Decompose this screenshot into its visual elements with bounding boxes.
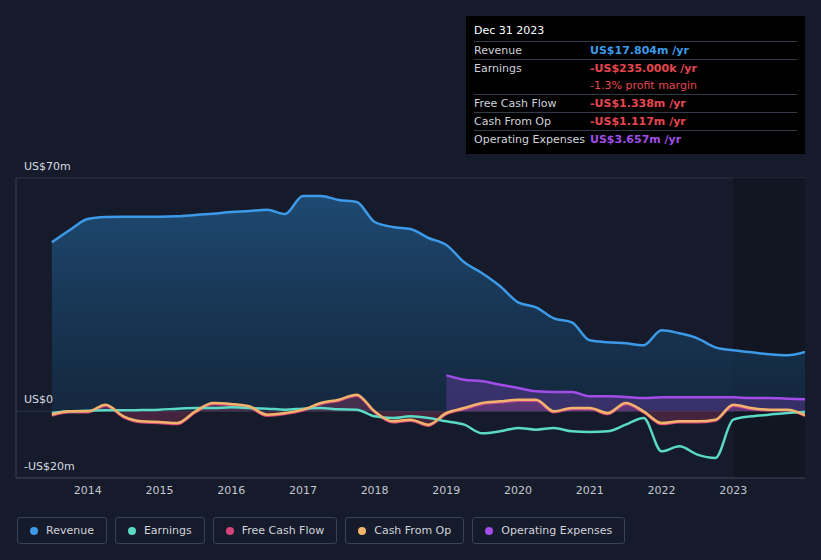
html-text:US$17.804m /yr: US$17.804m /yr bbox=[590, 44, 689, 57]
svg-text:2016: 2016 bbox=[217, 484, 245, 497]
html-text:US$3.657m /yr: US$3.657m /yr bbox=[590, 133, 682, 146]
svg-text:2023: 2023 bbox=[719, 484, 747, 497]
html-text:Operating Expenses: Operating Expenses bbox=[501, 524, 613, 537]
svg-text:2017: 2017 bbox=[289, 484, 317, 497]
html-text:Operating Expenses: Operating Expenses bbox=[474, 133, 585, 146]
html-text:Earnings: Earnings bbox=[143, 524, 192, 537]
svg-text:2015: 2015 bbox=[145, 484, 173, 497]
svg-text:US$0: US$0 bbox=[24, 393, 53, 406]
html-text:Dec 31 2023: Dec 31 2023 bbox=[474, 24, 545, 37]
html-text:Revenue: Revenue bbox=[474, 44, 522, 57]
svg-text:2014: 2014 bbox=[74, 484, 102, 497]
svg-text:2018: 2018 bbox=[361, 484, 389, 497]
html-text:-US$1.117m /yr: -US$1.117m /yr bbox=[590, 115, 686, 128]
svg-text:-US$20m: -US$20m bbox=[24, 460, 75, 473]
html-text:Earnings: Earnings bbox=[474, 62, 522, 75]
svg-text:2021: 2021 bbox=[576, 484, 604, 497]
html-text:-US$235.000k /yr: -US$235.000k /yr bbox=[590, 62, 697, 75]
html-text:Cash From Op: Cash From Op bbox=[374, 524, 452, 537]
svg-text:2020: 2020 bbox=[504, 484, 532, 497]
html-text:Free Cash Flow: Free Cash Flow bbox=[474, 97, 557, 110]
html-text:Revenue: Revenue bbox=[46, 524, 94, 537]
html-text:Cash From Op: Cash From Op bbox=[474, 115, 551, 128]
svg-text:2022: 2022 bbox=[648, 484, 676, 497]
svg-text:US$70m: US$70m bbox=[24, 160, 71, 173]
html-text:-1.3% profit margin: -1.3% profit margin bbox=[590, 79, 697, 92]
svg-text:2019: 2019 bbox=[432, 484, 460, 497]
html-text:Free Cash Flow: Free Cash Flow bbox=[241, 524, 325, 537]
html-text:-US$1.338m /yr: -US$1.338m /yr bbox=[590, 97, 686, 110]
